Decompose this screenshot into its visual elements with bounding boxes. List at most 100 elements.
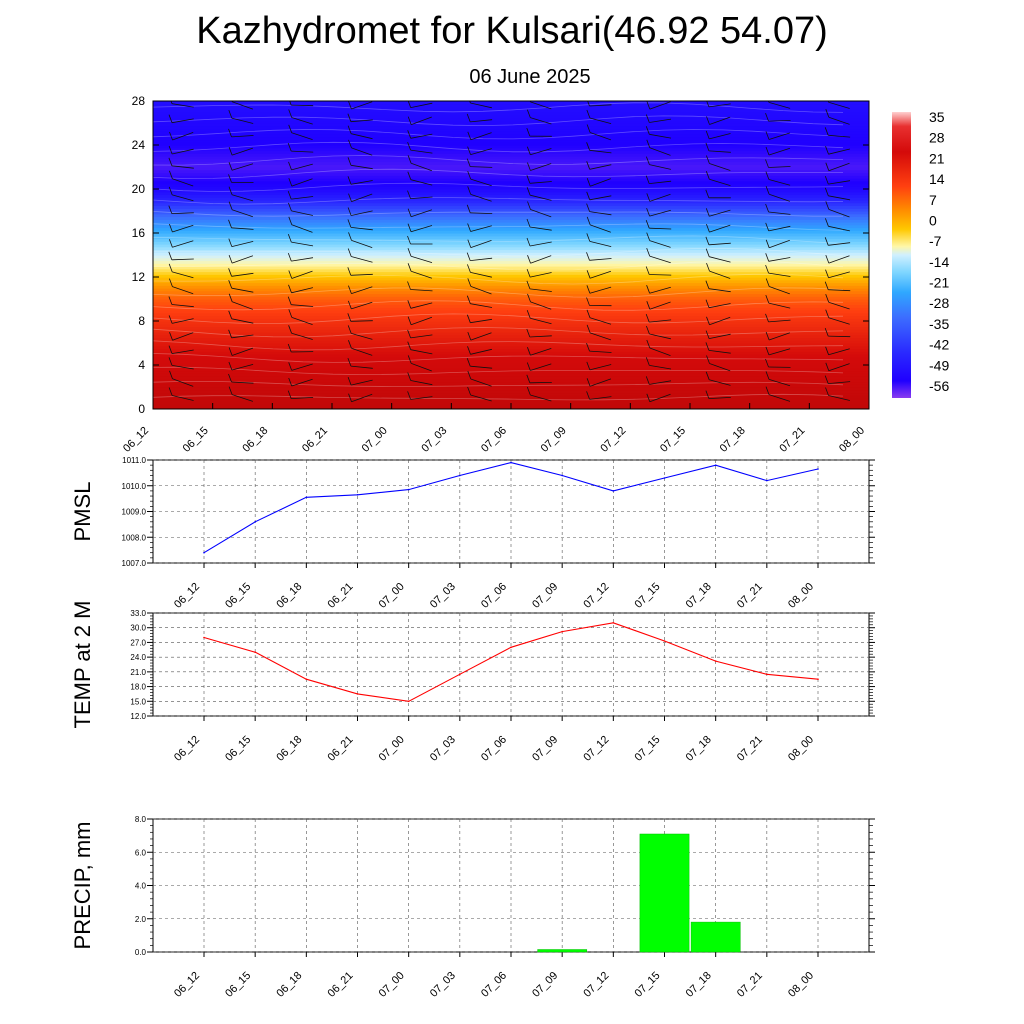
heatmap-band (153, 158, 869, 163)
wind-barb (172, 395, 194, 401)
xtick-label: 07_21 (735, 734, 765, 764)
wind-barb-flag (467, 264, 471, 273)
ytick-label: 8.0 (135, 815, 147, 824)
wind-barb (828, 395, 850, 401)
wind-barb (470, 212, 493, 214)
xtick-label: 06_15 (223, 581, 253, 611)
wind-barb-flag (407, 391, 411, 400)
wind-barb (410, 196, 433, 199)
wind-barb (709, 116, 731, 125)
wind-barb-flag (228, 361, 233, 371)
heatmap-band (153, 266, 869, 270)
wind-barb (828, 225, 850, 232)
wind-barb-flag (646, 232, 651, 241)
heatmap-band (153, 178, 869, 182)
data-point (254, 521, 256, 523)
wind-barb-flag (526, 268, 531, 278)
heatmap-band (153, 153, 869, 157)
wind-barb-flag (228, 373, 232, 383)
wind-barb-flag (168, 205, 173, 214)
wind-barb (828, 363, 850, 372)
heatmap-band (153, 285, 869, 289)
wind-barb (768, 332, 791, 341)
wind-barb-flag (765, 253, 770, 262)
wind-barb (231, 272, 254, 277)
heatmap-ytick-label: 0 (138, 402, 145, 416)
heatmap-band (153, 310, 869, 314)
wind-barb-flag (526, 146, 531, 155)
wind-barb-flag (288, 109, 293, 118)
wind-barb-flag (407, 235, 411, 245)
wind-barb (768, 132, 791, 140)
wind-barb (351, 379, 373, 386)
wind-barb-flag (466, 158, 471, 167)
wind-barb (410, 302, 433, 309)
contour-line (153, 155, 844, 166)
heatmap-ytick-label: 16 (132, 226, 146, 240)
heatmap-band (153, 142, 869, 146)
wind-barb-flag (586, 297, 590, 306)
heatmap-band (153, 255, 869, 259)
heatmap-band (153, 156, 869, 160)
wind-barb-flag (765, 358, 769, 368)
heatmap-band (153, 323, 869, 328)
wind-barb-flag (526, 386, 531, 396)
wind-barb (649, 180, 672, 184)
wind-barb-flag (526, 280, 531, 290)
wind-barb (768, 147, 791, 156)
heatmap-band (153, 147, 869, 152)
data-point (510, 461, 512, 464)
wind-barb (828, 148, 850, 155)
heatmap-band (153, 301, 869, 306)
wind-barb-flag (407, 208, 412, 217)
wind-barb (589, 211, 612, 216)
ytick-label: 30.0 (130, 624, 146, 633)
wind-barb-flag (765, 203, 769, 213)
wind-barb-flag (407, 355, 412, 364)
wind-barb (350, 365, 373, 369)
wind-barb (231, 209, 254, 218)
wind-barb (291, 210, 313, 216)
wind-barb (470, 318, 493, 324)
wind-barb (530, 163, 552, 171)
data-point (663, 477, 666, 479)
wind-barb-flag (825, 254, 830, 264)
wind-barb-flag (527, 162, 531, 171)
wind-barb-flag (765, 371, 770, 380)
wind-barb (709, 133, 731, 140)
wind-barb (708, 242, 731, 246)
wind-barb (649, 380, 672, 385)
wind-barb-flag (168, 357, 173, 366)
wind-barb-flag (287, 233, 292, 243)
wind-barb-flag (526, 175, 531, 184)
wind-barb-flag (407, 248, 412, 257)
colorbar-bar (892, 112, 911, 398)
wind-barb-flag (646, 285, 650, 294)
wind-barb (171, 118, 194, 124)
wind-barb-flag (169, 131, 173, 141)
heatmap-band (153, 307, 869, 311)
panel-frame (152, 612, 870, 717)
heatmap-band (153, 241, 869, 245)
heatmap-band (153, 400, 869, 405)
heatmap-band (153, 312, 869, 317)
wind-barb (171, 258, 194, 261)
wind-barb (410, 255, 433, 263)
wind-barb-flag (765, 278, 770, 287)
heatmap-band (153, 337, 869, 341)
wind-barb (410, 349, 433, 355)
heatmap-bands (153, 101, 869, 409)
contour-line (153, 393, 844, 401)
wind-barb-flag (347, 300, 352, 310)
xtick-label: 07_12 (581, 581, 611, 611)
wind-barb-flag (646, 393, 651, 402)
xtick-label: 06_12 (172, 581, 202, 611)
data-point (459, 673, 461, 676)
wind-barb-flag (645, 376, 650, 385)
wind-barb (231, 318, 254, 324)
precip-bar (537, 949, 588, 953)
wind-barb (589, 241, 612, 247)
wind-barb-flag (348, 101, 352, 110)
wind-barb-flag (348, 193, 352, 202)
wind-barb (709, 333, 731, 339)
